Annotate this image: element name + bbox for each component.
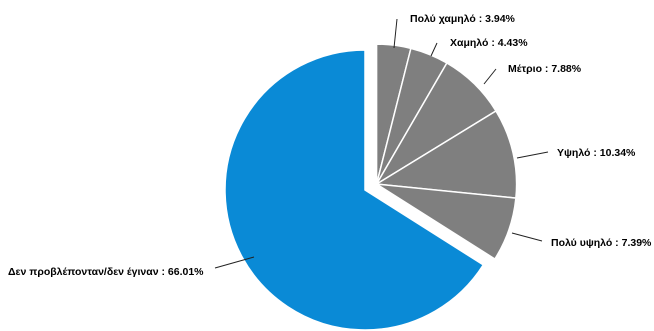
pie-slice-5 [376, 183, 517, 261]
leader-line-4 [516, 151, 549, 159]
data-label-1: Πολύ χαμηλό : 3.94% [410, 13, 516, 25]
leader-line-3 [483, 68, 497, 85]
leader-line-1 [393, 18, 398, 49]
data-label-5: Πολύ υψηλό : 7.39% [551, 237, 652, 249]
pie-slices [224, 43, 518, 331]
leader-line-5 [511, 232, 543, 242]
data-label-3: Μέτριο : 7.88% [508, 63, 582, 75]
pie-slice-6 [224, 49, 485, 331]
pie-slice-4 [374, 109, 518, 199]
leader-line-6 [214, 256, 255, 269]
data-label-4: Υψηλό : 10.34% [557, 147, 636, 159]
data-labels: Πολύ χαμηλό : 3.94% Χαμηλό : 4.43% Μέτριο … [8, 13, 652, 278]
data-label-2: Χαμηλό : 4.43% [450, 37, 528, 49]
leader-line-2 [430, 42, 438, 57]
data-label-6: Δεν προβλέπονταν/δεν έγιναν : 66.01% [8, 266, 204, 278]
leader-lines [214, 18, 549, 269]
